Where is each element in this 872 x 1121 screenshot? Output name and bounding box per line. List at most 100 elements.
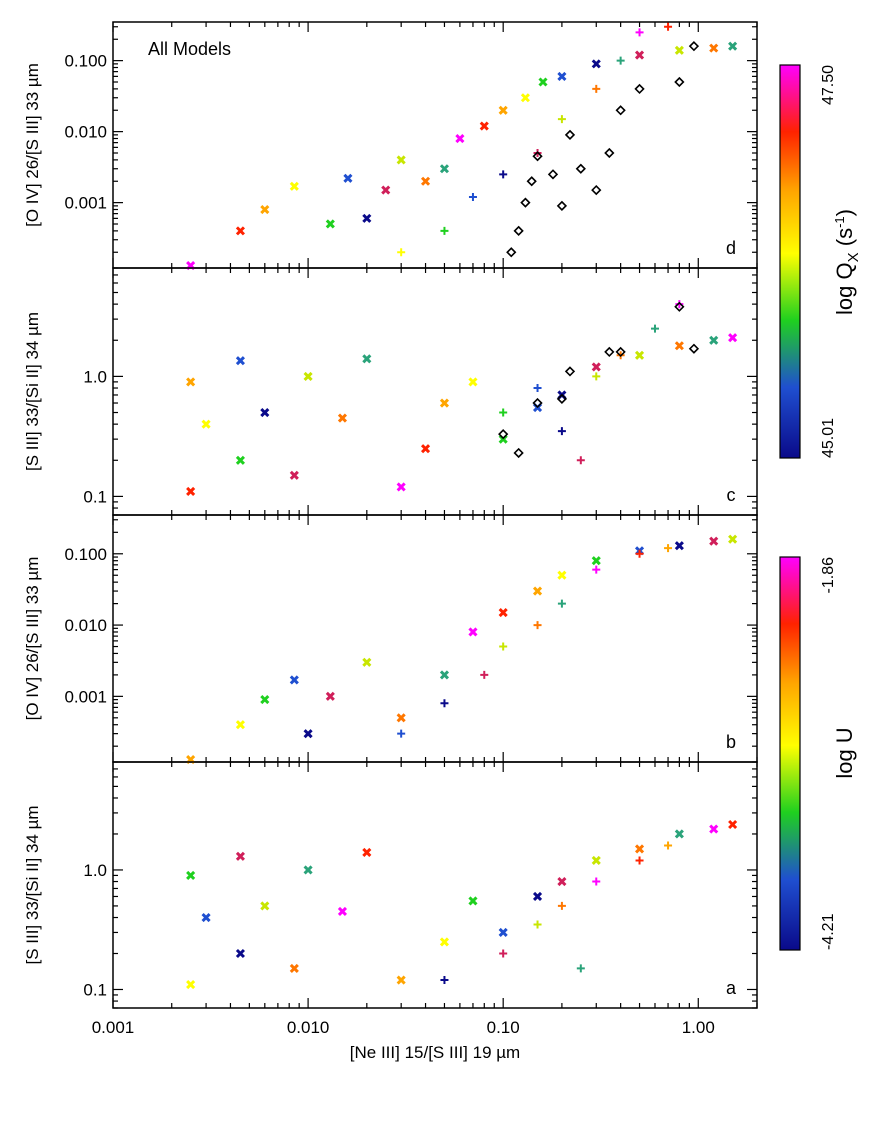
data-point bbox=[674, 76, 685, 88]
y-tick-label: 0.100 bbox=[64, 545, 107, 564]
data-point bbox=[728, 333, 738, 343]
data-point bbox=[468, 896, 478, 906]
y-axis-title: [S III] 33/[Si II] 34 µm bbox=[23, 312, 42, 471]
data-point bbox=[201, 912, 211, 923]
colorbar-u-min: -4.21 bbox=[820, 913, 837, 950]
data-point bbox=[634, 350, 645, 360]
data-point bbox=[556, 200, 568, 212]
data-point bbox=[591, 184, 602, 196]
data-point bbox=[260, 204, 270, 215]
data-point bbox=[650, 324, 659, 333]
data-point bbox=[557, 876, 567, 887]
data-point bbox=[506, 247, 517, 258]
data-point bbox=[591, 855, 601, 866]
data-point bbox=[362, 847, 372, 858]
data-point bbox=[592, 372, 601, 381]
data-point bbox=[709, 43, 719, 53]
data-point bbox=[396, 482, 406, 492]
y-tick-label: 0.100 bbox=[64, 52, 107, 71]
data-point bbox=[468, 377, 478, 387]
data-point bbox=[709, 824, 719, 834]
panel-d: 0.001 0.010 0.100 [O IV] 26/[S III] 33 µm d A… bbox=[23, 21, 758, 271]
data-point bbox=[513, 447, 524, 459]
data-point bbox=[604, 346, 615, 358]
data-point bbox=[439, 937, 450, 947]
data-point bbox=[499, 408, 508, 417]
data-point bbox=[396, 975, 406, 985]
data-point bbox=[564, 366, 576, 377]
panel-letter: c bbox=[727, 485, 736, 505]
data-point bbox=[615, 346, 626, 358]
data-point bbox=[576, 964, 585, 973]
x-tick-label: 0.001 bbox=[92, 1018, 135, 1037]
panel-letter: b bbox=[726, 732, 736, 752]
y-tick-label: 1.0 bbox=[83, 367, 107, 386]
data-point bbox=[440, 226, 449, 235]
y-tick-label: 0.001 bbox=[64, 687, 107, 706]
data-point bbox=[557, 71, 567, 81]
data-point bbox=[439, 398, 450, 408]
y-tick-label: 0.010 bbox=[64, 616, 107, 635]
data-point bbox=[592, 877, 601, 886]
data-point bbox=[674, 341, 684, 351]
data-point bbox=[235, 948, 245, 959]
data-point bbox=[635, 856, 644, 865]
data-point bbox=[186, 870, 196, 880]
panel-letter: a bbox=[726, 978, 737, 998]
y-axis-title: [O IV] 26/[S III] 33 µm bbox=[23, 557, 42, 721]
panel-annotation: All Models bbox=[148, 39, 231, 59]
panel-b-frame bbox=[112, 514, 758, 763]
data-point bbox=[325, 691, 335, 701]
y-axis-title: [S III] 33/[Si II] 34 µm bbox=[23, 805, 42, 964]
colorbar-u: -1.86 -4.21 log U bbox=[779, 556, 857, 951]
data-point bbox=[186, 486, 196, 497]
colorbar-qx-title: log QX (s-1) bbox=[832, 209, 862, 315]
data-point bbox=[289, 963, 299, 973]
data-point bbox=[303, 371, 313, 381]
data-point bbox=[635, 549, 644, 558]
data-point bbox=[235, 720, 245, 730]
panel-c-frame bbox=[112, 267, 758, 516]
data-point bbox=[303, 729, 313, 739]
data-point bbox=[396, 155, 406, 165]
panel-c: 0.1 1.0 [S III] 33/[Si II] 34 µm c bbox=[23, 267, 758, 516]
panel-a-frame bbox=[112, 761, 758, 1009]
data-point bbox=[362, 354, 372, 364]
data-point bbox=[728, 534, 738, 544]
data-point bbox=[556, 393, 568, 404]
data-point bbox=[688, 343, 700, 354]
data-point bbox=[381, 185, 391, 195]
data-point bbox=[420, 176, 431, 186]
data-point bbox=[604, 147, 615, 159]
data-point bbox=[557, 599, 566, 608]
data-point bbox=[592, 565, 601, 574]
panel-a: 0.1 1.0 [S III] 33/[Si II] 34 µm a 0.001 0.01… bbox=[23, 761, 758, 1037]
data-point bbox=[397, 248, 406, 257]
data-point bbox=[498, 429, 509, 440]
data-point bbox=[575, 163, 586, 174]
data-point bbox=[674, 541, 684, 551]
data-point bbox=[688, 41, 700, 52]
data-point bbox=[520, 197, 531, 208]
colorbar-qx: 47.50 45.01 log QX (s-1) bbox=[779, 64, 862, 459]
data-point bbox=[576, 456, 585, 465]
data-point bbox=[674, 301, 685, 312]
data-point bbox=[343, 173, 353, 183]
data-point bbox=[235, 851, 245, 861]
data-point bbox=[547, 169, 559, 180]
data-point bbox=[635, 28, 644, 37]
data-point bbox=[337, 413, 348, 423]
data-point bbox=[664, 22, 673, 31]
data-point bbox=[532, 891, 543, 902]
data-point bbox=[186, 979, 196, 990]
data-point bbox=[709, 335, 719, 345]
data-point bbox=[533, 920, 542, 929]
data-point bbox=[397, 729, 406, 738]
data-point bbox=[468, 193, 477, 202]
data-point bbox=[664, 544, 673, 553]
y-tick-label: 1.0 bbox=[83, 861, 107, 880]
colorbar-u-max: -1.86 bbox=[820, 557, 837, 594]
data-point bbox=[532, 397, 543, 409]
data-point bbox=[498, 927, 508, 938]
